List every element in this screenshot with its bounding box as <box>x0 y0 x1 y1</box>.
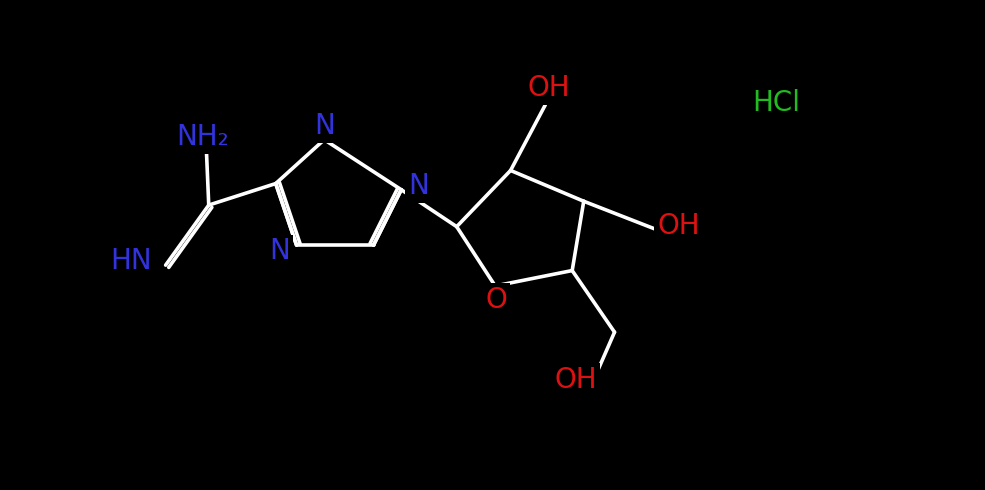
Text: O: O <box>486 286 507 314</box>
Text: OH: OH <box>555 366 597 394</box>
Text: OH: OH <box>528 74 570 102</box>
Text: HCl: HCl <box>753 90 800 118</box>
Text: N: N <box>408 172 428 200</box>
Text: NH₂: NH₂ <box>176 123 229 151</box>
Text: OH: OH <box>657 212 699 240</box>
Text: HN: HN <box>110 247 152 275</box>
Text: N: N <box>269 237 290 265</box>
Text: N: N <box>314 112 335 140</box>
